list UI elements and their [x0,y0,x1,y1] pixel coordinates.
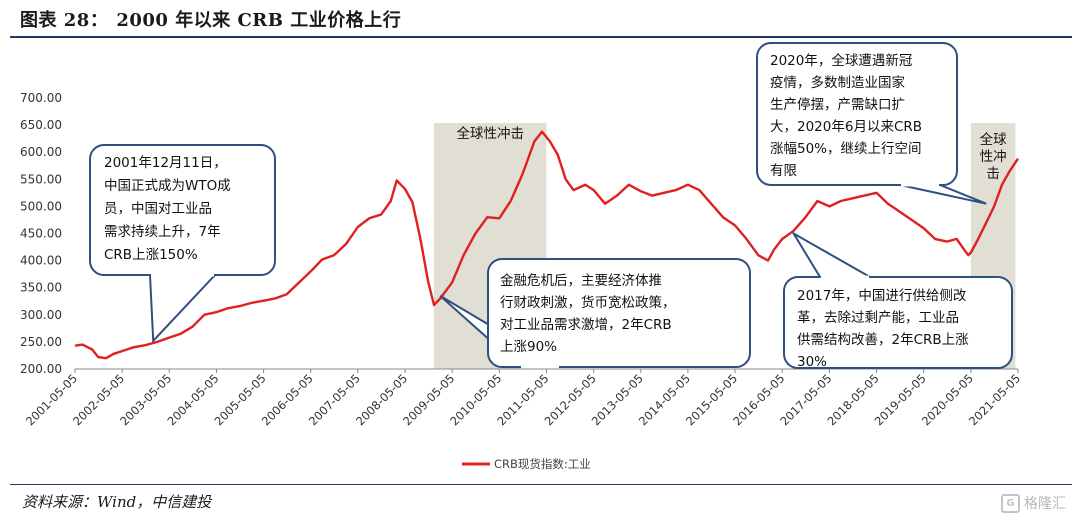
y-tick-label: 700.00 [20,91,62,105]
annotation-callout: 2017年，中国进行供给侧改革，去除过剩产能，工业品供需结构改善，2年CRB上涨… [783,230,1013,370]
y-tick-label: 450.00 [20,227,62,241]
callout-text-line: 上涨90% [500,339,557,355]
callout-text-line: 生产停摆，产需缺口扩 [770,96,905,113]
y-tick-label: 400.00 [20,254,62,268]
callout-text-line: 2017年，中国进行供给侧改 [797,288,967,304]
legend-label: CRB现货指数:工业 [494,457,591,471]
title-divider [10,36,1072,38]
figure-label: 图表 28： [20,10,109,31]
callout-text-line: 供需结构改善，2年CRB上涨 [797,332,969,348]
callout-pointer [790,230,874,278]
x-axis: 2001-05-052002-05-052003-05-052004-05-05… [23,368,1023,428]
callout-text-line: 金融危机后，主要经济体推 [500,273,662,289]
callout-text-line: 革，去除过剩产能，工业品 [797,310,959,326]
callout-text-line: 2001年12月11日， [104,155,227,171]
callout-text-line: 行财政刺激，货币宽松政策， [500,294,676,311]
callout-pointer [148,274,218,344]
y-tick-label: 600.00 [20,145,62,159]
y-tick-label: 200.00 [20,362,62,376]
watermark: G 格隆汇 [1001,493,1066,513]
y-tick-label: 550.00 [20,172,62,186]
legend: CRB现货指数:工业 [462,457,591,471]
callout-text-line: 需求持续上升，7年 [104,224,221,240]
callout-box [487,258,751,368]
y-tick-label: 300.00 [20,308,62,322]
callout-box [756,42,958,186]
watermark-text: 格隆汇 [1024,496,1066,512]
callout-text-line: 涨幅50%，继续上行空间 [770,141,922,157]
y-axis: 200.00 250.00 300.00 350.00 400.00 450.00 500.… [20,91,62,376]
callout-text-line: 员，中国对工业品 [104,201,212,217]
y-tick-label: 500.00 [20,199,62,213]
watermark-logo-icon: G [1001,493,1020,513]
figure-title-text: 2000 年以来 CRB 工业价格上行 [116,10,402,31]
series-lines [74,130,1019,360]
shaded-period-label: 性冲 [980,149,1007,165]
annotation-callout: 2020年，全球遭遇新冠疫情，多数制造业国家生产停摆，产需缺口扩大，2020年6… [756,42,987,205]
y-tick-label: 650.00 [20,118,62,132]
y-tick-label: 350.00 [20,281,62,295]
callout-text-line: 疫情，多数制造业国家 [770,74,905,91]
crb-line-chart: 全球性冲击 全球性冲击 200.00 250.00 300.00 350.00 400.0… [20,42,1023,471]
callout-text-line: 30% [797,354,827,370]
shaded-period-label: 全球 [980,131,1008,148]
figure-title: 图表 28： 2000 年以来 CRB 工业价格上行 [20,6,401,32]
callout-text-line: 中国正式成为WTO成 [104,178,231,194]
shaded-period-label: 全球性冲击 [456,125,524,142]
callout-text-line: 2020年，全球遭遇新冠 [770,52,913,69]
callout-text-line: 对工业品需求激增，2年CRB [500,317,672,333]
source-note: 资料来源：Wind，中信建投 [22,493,212,511]
callout-text-line: CRB上涨150% [104,247,198,263]
callout-box [783,276,1013,369]
shaded-period-label: 击 [986,166,1000,182]
callout-text-line: 有限 [770,163,798,179]
bottom-divider [10,484,1072,485]
y-tick-label: 250.00 [20,335,62,349]
callout-text-line: 大，2020年6月以来CRB [770,119,922,135]
series-line [74,130,1019,360]
